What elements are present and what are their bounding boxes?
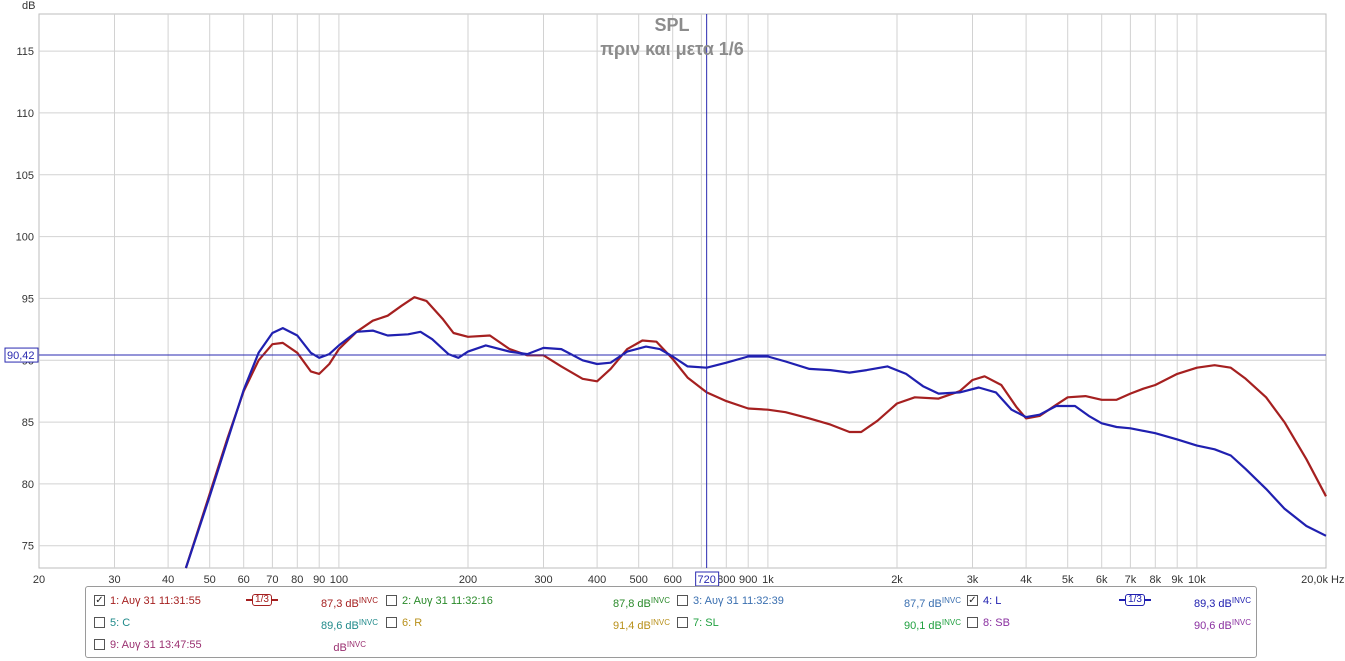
measurement-checkbox[interactable]: ✓ [967,595,978,606]
chart-title: SPL [654,15,689,35]
legend-item-value: 89,6 dBINVC [320,618,378,632]
x-tick-label: 70 [266,574,278,586]
y-axis-unit: dB [22,0,35,12]
measurement-checkbox[interactable] [94,639,105,650]
plot-background [38,13,1327,569]
legend-item[interactable]: 3: Αυγ 31 11:32:39 87,7 dBINVC [677,590,961,612]
x-tick-label: 8k [1149,574,1161,586]
legend-item[interactable]: 2: Αυγ 31 11:32:16 87,8 dBINVC [386,590,670,612]
legend-item[interactable]: 5: C 89,6 dBINVC [94,612,378,634]
y-tick-label: 110 [16,108,34,120]
measurement-checkbox[interactable] [94,617,105,628]
legend-item-value: 87,8 dBINVC [612,596,670,610]
x-tick-label: 900 [739,574,757,586]
x-tick-label: 20 [33,574,45,586]
legend-item[interactable]: 6: R 91,4 dBINVC [386,612,670,634]
y-gridlines [39,50,1326,547]
legend-item-value: 90,1 dBINVC [903,618,961,632]
legend-item-value: 91,4 dBINVC [612,618,670,632]
x-tick-label: 20,0k [1301,574,1328,586]
cursor-x-readout-box [695,571,720,586]
x-tick-label: 40 [162,574,174,586]
measurement-checkbox[interactable] [967,617,978,628]
legend-item-value: dBINVC [333,640,366,654]
x-tick-label: 2k [891,574,903,586]
y-tick-label: 95 [22,293,34,305]
legend-item[interactable]: ✓ 1: Αυγ 31 11:31:55 87,3 dBINVC 1/3 [94,590,378,612]
legend-item-value: 90,6 dBINVC [1193,618,1251,632]
legend-item[interactable]: 8: SB 90,6 dBINVC [967,612,1251,634]
smoothing-indicator[interactable]: 1/3 [246,594,278,606]
cursor-y-readout: 90,42 [7,350,35,362]
x-tick-label: 6k [1096,574,1108,586]
legend-item-name: 9: Αυγ 31 13:47:55 [110,639,202,651]
legend-item-name: 7: SL [693,617,719,629]
cursor-y-readout-box [4,347,39,363]
x-tick-label: 600 [664,574,682,586]
legend-item[interactable]: 9: Αυγ 31 13:47:55 dBINVC [94,634,366,656]
x-tick-labels: 20 30 40 50 60 70 80 90 100 200 300 400 500 600 800 900… [33,574,1329,586]
legend-item-name: 1: Αυγ 31 11:31:55 [110,595,201,607]
measurement-checkbox[interactable] [677,595,688,606]
y-tick-label: 100 [16,232,34,244]
y-tick-label: 80 [22,479,34,491]
x-tick-label: 60 [238,574,250,586]
x-tick-label: 1k [762,574,774,586]
legend-row: 9: Αυγ 31 13:47:55 dBINVC [86,634,1256,656]
legend-item[interactable]: 7: SL 90,1 dBINVC [677,612,961,634]
x-tick-label: 200 [459,574,477,586]
legend-item-name: 8: SB [983,617,1010,629]
x-tick-label: 90 [313,574,325,586]
legend-item-name: 5: C [110,617,131,629]
x-tick-label: 30 [108,574,120,586]
x-axis-unit: Hz [1331,574,1344,586]
legend-item-name: 4: L [983,595,1002,607]
x-gridlines [114,14,1198,568]
x-tick-label: 50 [204,574,216,586]
x-tick-label: 4k [1020,574,1032,586]
y-tick-label: 85 [22,417,34,429]
legend-item[interactable]: ✓ 4: L 89,3 dBINVC 1/3 [967,590,1251,612]
legend-item-name: 2: Αυγ 31 11:32:16 [402,595,493,607]
cursor-x-readout: 720 [697,574,715,586]
spl-chart[interactable]: dB Hz 75 80 85 90 95 100 105 110 115 20 30 40 50 60 7… [0,0,1345,586]
x-tick-label: 10k [1188,574,1206,586]
measurement-checkbox[interactable] [677,617,688,628]
x-tick-label: 800 [717,574,735,586]
legend-item-value: 87,7 dBINVC [903,596,961,610]
measurement-legend: ✓ 1: Αυγ 31 11:31:55 87,3 dBINVC 1/3 2: Αυγ … [85,586,1257,658]
x-tick-label: 500 [630,574,648,586]
legend-item-value: 89,3 dBINVC [1193,596,1251,610]
x-tick-label: 3k [967,574,979,586]
measurement-checkbox[interactable] [386,617,397,628]
measurement-checkbox[interactable] [386,595,397,606]
smoothing-indicator[interactable]: 1/3 [1119,594,1151,606]
legend-row: ✓ 1: Αυγ 31 11:31:55 87,3 dBINVC 1/3 2: Αυγ … [86,590,1256,612]
y-tick-labels: 7580859095100105110115 [16,46,34,553]
x-tick-label: 9k [1171,574,1183,586]
chart-subtitle: πριν και μετα 1/6 [600,39,744,59]
x-tick-label: 400 [588,574,606,586]
x-tick-label: 80 [291,574,303,586]
y-tick-label: 105 [16,170,34,182]
legend-item-name: 3: Αυγ 31 11:32:39 [693,595,784,607]
legend-item-name: 6: R [402,617,423,629]
y-tick-label: 75 [22,541,34,553]
x-tick-label: 5k [1062,574,1074,586]
measurement-checkbox[interactable]: ✓ [94,595,105,606]
y-tick-label: 115 [16,46,34,58]
x-tick-label: 300 [534,574,552,586]
x-tick-label: 100 [330,574,348,586]
legend-row: 5: C 89,6 dBINVC 6: R 91,4 dBINVC 7: SL 90,1 … [86,612,1256,634]
x-tick-label: 7k [1125,574,1137,586]
legend-item-value: 87,3 dBINVC [320,596,378,610]
